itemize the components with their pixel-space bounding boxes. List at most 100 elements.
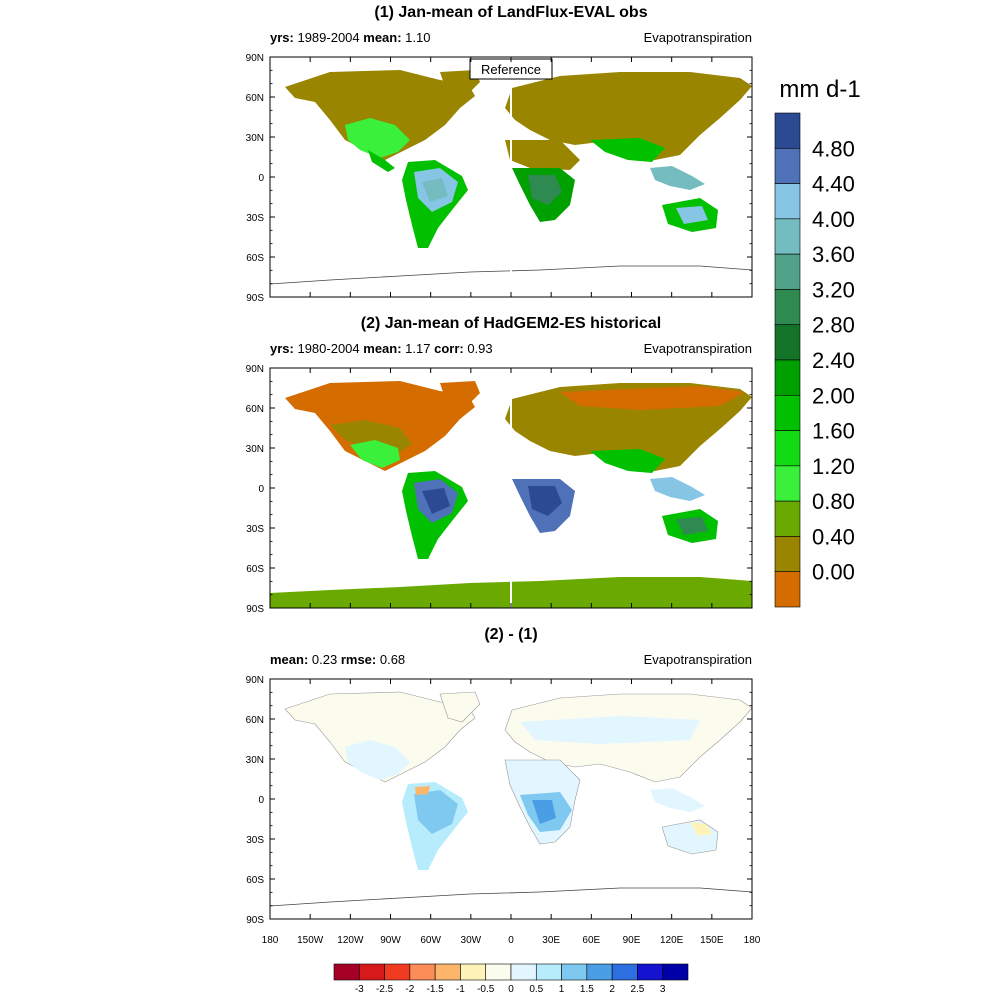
colorbar-label: 3.60: [812, 242, 855, 267]
colorbar-box: [774, 536, 801, 573]
lat-tick-label: 60N: [246, 93, 264, 104]
lon-tick-label: 30W: [461, 935, 482, 946]
region-australia-north: [690, 822, 712, 836]
diff-colorbar-box: [561, 963, 588, 981]
colorbar-labels: 4.80 4.40 4.00 3.60 3.20 2.80 2.40 2.00 1.60 1.20…: [812, 136, 855, 584]
lon-tick-label: 120W: [337, 935, 364, 946]
colorbar-label: 0.00: [812, 560, 855, 585]
lat-tick-label: 30N: [246, 755, 264, 766]
colorbar-box: [774, 500, 801, 537]
colorbar-box: [774, 112, 801, 149]
panel-subtitle-left: yrs: 1989-2004 mean: 1.10: [270, 30, 430, 45]
panel-subtitle-left: mean: 0.23 rmse: 0.68: [270, 652, 405, 667]
colorbar-box: [774, 394, 801, 431]
antarctica-outline: [270, 265, 752, 285]
map-land: [270, 70, 752, 285]
colorbar-box: [774, 289, 801, 326]
lat-tick-label: 0: [258, 795, 264, 806]
colorbar-box: [774, 465, 801, 502]
diff-colorbar: -3 -2.5 -2 -1.5 -1 -0.5 0 0.5 1 1.5 2 2.5 3: [333, 963, 689, 995]
diff-colorbar-labels: -3 -2.5 -2 -1.5 -1 -0.5 0 0.5 1 1.5 2 2.5 3: [355, 984, 666, 995]
lon-tick-label: 150E: [700, 935, 724, 946]
colorbar-box: [774, 147, 801, 184]
colorbar-box: [774, 253, 801, 290]
diff-colorbar-box: [460, 963, 487, 981]
colorbar: mm d-1 4.80 4.40 4.00 3.60 3.20 2.80 2.40 2.00 1…: [774, 76, 861, 608]
region-amazon: [414, 790, 458, 834]
lat-tick-label: 90N: [246, 364, 264, 375]
region-eurasia-north: [560, 386, 745, 410]
diff-colorbar-box: [637, 963, 664, 981]
region-northern-landmass: [284, 691, 476, 783]
region-north-america-east: [350, 440, 400, 468]
lon-tick-label: 90W: [380, 935, 401, 946]
region-maritime-continent: [650, 477, 705, 501]
colorbar-box: [774, 571, 801, 608]
region-north-america-east: [345, 740, 410, 780]
map-land: [270, 691, 752, 907]
region-central-africa-core: [532, 800, 556, 824]
lat-tick-label: 30S: [246, 524, 264, 535]
lat-tick-label: 90S: [246, 293, 264, 304]
lat-axis: 90N 60N 30N 0 30S 60S 90S: [246, 364, 753, 615]
panel-3: (2) - (1) mean: 0.23 rmse: 0.68 Evapotra…: [246, 626, 761, 946]
region-maritime-continent: [650, 166, 705, 190]
region-maritime-continent: [650, 788, 705, 812]
lat-tick-label: 60N: [246, 404, 264, 415]
diff-colorbar-label: 0.5: [529, 984, 543, 995]
colorbar-box: [774, 359, 801, 396]
lat-tick-label: 90S: [246, 604, 264, 615]
colorbar-label: 2.80: [812, 313, 855, 338]
colorbar-label: 0.80: [812, 489, 855, 514]
panel-subtitle-right: Evapotranspiration: [644, 652, 752, 667]
diff-colorbar-box: [535, 963, 562, 981]
lon-tick-label: 90E: [623, 935, 641, 946]
panel-subtitle-right: Evapotranspiration: [644, 30, 752, 45]
lat-tick-label: 90N: [246, 675, 264, 686]
colorbar-label: 4.40: [812, 172, 855, 197]
diff-colorbar-box: [485, 963, 512, 981]
panel-title: (2) Jan-mean of HadGEM2-ES historical: [361, 315, 662, 332]
region-northern-landmass: [285, 70, 475, 160]
diff-colorbar-label: -0.5: [477, 984, 495, 995]
region-eurasia-mid: [520, 716, 700, 744]
lat-tick-label: 60S: [246, 564, 264, 575]
diff-colorbar-box: [333, 963, 360, 981]
diff-colorbar-label: 2: [609, 984, 615, 995]
diff-colorbar-label: -3: [355, 984, 364, 995]
diff-colorbar-box: [510, 963, 537, 981]
diff-colorbar-box: [434, 963, 461, 981]
region-greenland: [439, 691, 481, 723]
region-amazon-core: [422, 488, 450, 514]
region-eurasia: [505, 72, 752, 160]
diff-colorbar-label: -1.5: [427, 984, 445, 995]
region-north-america-east: [345, 118, 410, 158]
lat-tick-label: 30S: [246, 835, 264, 846]
diff-colorbar-label: -2.5: [376, 984, 394, 995]
reference-badge-label: Reference: [481, 62, 541, 77]
diff-colorbar-label: 3: [660, 984, 666, 995]
diff-colorbar-box: [662, 963, 689, 981]
diff-colorbar-box: [409, 963, 436, 981]
colorbar-label: 2.40: [812, 348, 855, 373]
map-land: [270, 381, 752, 608]
region-africa-north: [505, 140, 580, 170]
lat-tick-label: 90S: [246, 915, 264, 926]
region-amazon-core: [422, 178, 448, 202]
region-south-asia: [590, 138, 665, 162]
diff-colorbar-box: [384, 963, 411, 981]
colorbar-box: [774, 430, 801, 467]
colorbar-label: 0.40: [812, 524, 855, 549]
lon-tick-label: 120E: [660, 935, 684, 946]
lon-tick-label: 30E: [542, 935, 560, 946]
panel-2: (2) Jan-mean of HadGEM2-ES historical yr…: [246, 315, 753, 615]
lat-tick-label: 0: [258, 173, 264, 184]
diff-colorbar-label: -2: [405, 984, 414, 995]
panel-title: (1) Jan-mean of LandFlux-EVAL obs: [374, 4, 647, 21]
colorbar-label: 4.00: [812, 207, 855, 232]
region-australia-core: [676, 517, 708, 535]
diff-colorbar-label: -1: [456, 984, 465, 995]
lat-tick-label: 60N: [246, 715, 264, 726]
lat-tick-label: 90N: [246, 53, 264, 64]
